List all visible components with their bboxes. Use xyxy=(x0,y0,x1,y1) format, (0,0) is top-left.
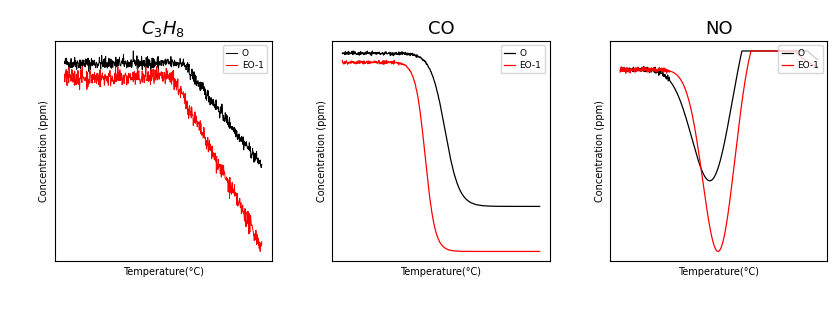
O xyxy=(256,166,266,169)
EO-1 xyxy=(666,70,676,73)
X-axis label: Temperature(°C): Temperature(°C) xyxy=(679,267,759,277)
EO-1 xyxy=(192,117,202,121)
EO-1 xyxy=(208,151,218,155)
O xyxy=(129,49,139,53)
EO-1 xyxy=(486,249,496,253)
EO-1 xyxy=(427,211,437,215)
O xyxy=(427,72,437,76)
O xyxy=(454,186,464,190)
O xyxy=(470,202,480,206)
O xyxy=(748,49,758,53)
EO-1 xyxy=(176,92,186,95)
O xyxy=(534,204,544,208)
Line: O: O xyxy=(65,51,262,168)
EO-1 xyxy=(149,82,159,86)
O xyxy=(149,58,159,61)
O xyxy=(110,60,120,64)
EO-1 xyxy=(748,49,758,53)
Y-axis label: Concentration (ppm): Concentration (ppm) xyxy=(317,100,327,202)
EO-1 xyxy=(812,65,822,68)
O xyxy=(348,49,358,53)
X-axis label: Temperature(°C): Temperature(°C) xyxy=(123,267,203,277)
EO-1 xyxy=(534,249,544,253)
EO-1 xyxy=(470,249,480,253)
EO-1 xyxy=(94,82,104,85)
O xyxy=(737,49,747,53)
EO-1 xyxy=(111,64,121,68)
Y-axis label: Concentration (ppm): Concentration (ppm) xyxy=(595,100,605,202)
O xyxy=(650,65,660,69)
O xyxy=(208,104,218,108)
Legend: O, EO-1: O, EO-1 xyxy=(501,45,545,73)
EO-1 xyxy=(110,80,120,84)
O xyxy=(94,55,104,59)
Title: NO: NO xyxy=(705,20,732,38)
Line: EO-1: EO-1 xyxy=(620,51,817,251)
O xyxy=(764,49,774,53)
EO-1 xyxy=(650,69,660,73)
O xyxy=(615,69,625,72)
EO-1 xyxy=(372,62,382,66)
EO-1 xyxy=(454,249,464,253)
O xyxy=(705,179,715,183)
EO-1 xyxy=(255,249,265,253)
EO-1 xyxy=(705,223,715,227)
Legend: O, EO-1: O, EO-1 xyxy=(223,45,267,73)
EO-1 xyxy=(746,49,756,53)
Line: O: O xyxy=(620,51,817,181)
EO-1 xyxy=(381,58,391,62)
EO-1 xyxy=(764,49,774,53)
Line: EO-1: EO-1 xyxy=(65,66,262,251)
X-axis label: Temperature(°C): Temperature(°C) xyxy=(401,267,481,277)
EO-1 xyxy=(338,59,348,62)
O xyxy=(338,51,348,55)
O xyxy=(372,51,382,55)
Title: $C_3H_8$: $C_3H_8$ xyxy=(141,19,185,39)
O xyxy=(257,162,267,166)
O xyxy=(388,54,398,58)
O xyxy=(666,80,676,84)
EO-1 xyxy=(732,141,742,145)
Legend: O, EO-1: O, EO-1 xyxy=(779,45,823,73)
EO-1 xyxy=(615,70,625,74)
O xyxy=(705,179,715,183)
O xyxy=(176,61,186,65)
O xyxy=(60,60,70,64)
O xyxy=(486,204,496,208)
O xyxy=(732,74,742,78)
EO-1 xyxy=(713,249,723,253)
EO-1 xyxy=(488,249,498,253)
EO-1 xyxy=(388,60,398,64)
EO-1 xyxy=(257,240,267,243)
Y-axis label: Concentration (ppm): Concentration (ppm) xyxy=(39,100,49,202)
Line: O: O xyxy=(343,51,539,206)
O xyxy=(812,58,822,61)
EO-1 xyxy=(60,72,70,76)
Line: EO-1: EO-1 xyxy=(343,60,539,251)
Title: CO: CO xyxy=(428,20,454,38)
O xyxy=(192,81,202,85)
